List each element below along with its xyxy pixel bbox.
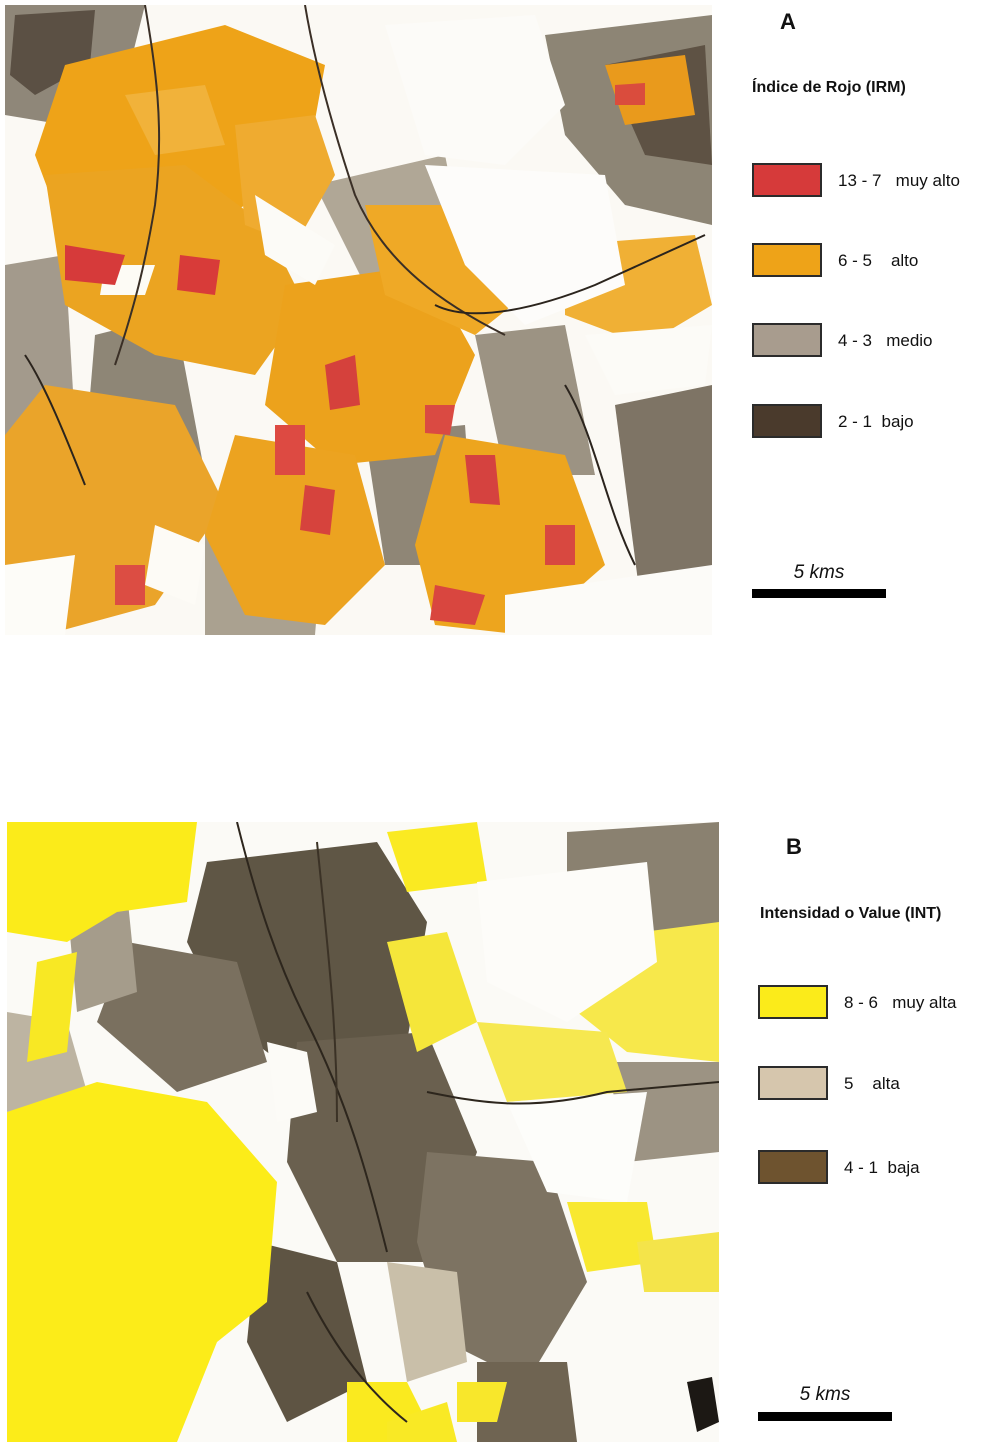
scale-bar-b [758, 1412, 892, 1421]
swatch-muy-alta [758, 985, 828, 1019]
swatch-muy-alto [752, 163, 822, 197]
scale-bar-a [752, 589, 886, 598]
swatch-bajo [752, 404, 822, 438]
legend-label: 5 alta [844, 1074, 900, 1093]
panel-a-letter: A [780, 9, 796, 34]
legend-title-int: Intensidad o Value (INT) [760, 905, 942, 922]
swatch-alta [758, 1066, 828, 1100]
legend-label: 13 - 7 muy alto [838, 171, 960, 190]
legend-label: 6 - 5 alto [838, 251, 919, 270]
panel-b-letter: B [786, 834, 802, 859]
swatch-alto [752, 243, 822, 277]
legend-label: 4 - 3 medio [838, 331, 933, 350]
legend-label: 2 - 1 bajo [838, 412, 914, 431]
legend-label: 4 - 1 baja [844, 1158, 920, 1177]
swatch-medio [752, 323, 822, 357]
scale-label-a: 5 kms [793, 562, 845, 583]
int-map [7, 822, 719, 1442]
scale-label-b: 5 kms [799, 1384, 851, 1405]
legend-label: 8 - 6 muy alta [844, 993, 957, 1012]
irm-map [5, 5, 712, 635]
swatch-baja [758, 1150, 828, 1184]
legend-title-irm: Índice de Rojo (IRM) [752, 79, 906, 96]
